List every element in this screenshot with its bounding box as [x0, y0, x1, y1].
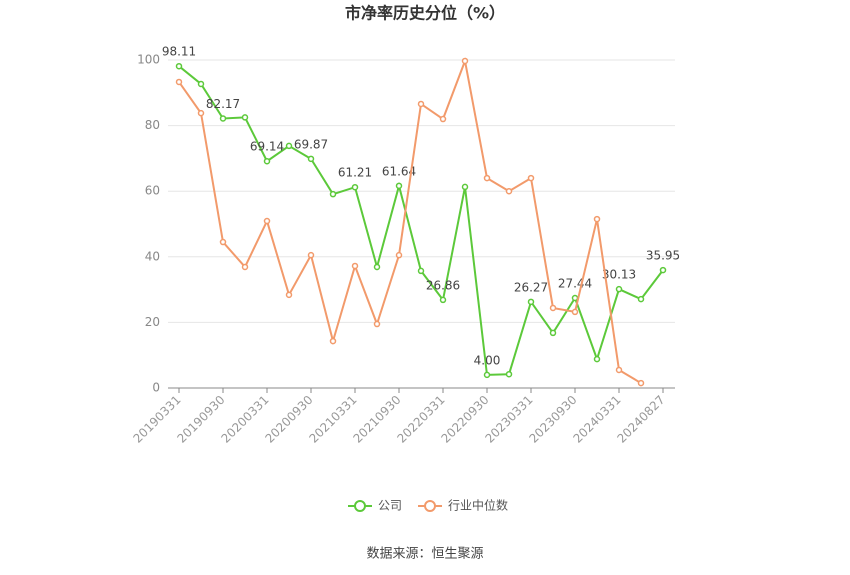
- point: [659, 266, 667, 274]
- point: [615, 285, 623, 293]
- point: [395, 251, 403, 259]
- point: [263, 157, 271, 165]
- data-label: 61.21: [338, 166, 372, 180]
- point: [285, 142, 293, 150]
- point: [571, 308, 579, 316]
- point: [417, 267, 425, 275]
- point: [219, 115, 227, 122]
- point: [637, 379, 645, 387]
- data-label: 82.17: [206, 97, 240, 111]
- point: [615, 366, 623, 374]
- point: [241, 114, 249, 121]
- source: 数据来源：恒生聚源: [366, 547, 483, 562]
- point: [373, 263, 381, 271]
- x-tick-label: 20240827: [615, 393, 668, 446]
- point: [637, 295, 645, 303]
- y-tick-label: 60: [145, 184, 160, 198]
- point: [329, 337, 337, 345]
- point: [219, 238, 227, 246]
- point: [329, 190, 337, 198]
- chart-title: 市净率历史分位（%）: [345, 4, 505, 23]
- data-label: 26.86: [426, 278, 460, 292]
- point: [351, 183, 359, 191]
- point: [593, 215, 601, 223]
- point: [175, 62, 183, 70]
- y-tick-label: 40: [145, 249, 160, 263]
- data-label: 69.87: [294, 137, 328, 151]
- series-line: [178, 65, 664, 376]
- point: [505, 370, 513, 378]
- legend-label: 公司: [378, 499, 402, 513]
- point: [307, 251, 315, 259]
- point: [417, 100, 425, 108]
- y-tick-label: 20: [145, 315, 160, 329]
- legend-label: 行业中位数: [448, 498, 508, 513]
- legend-marker: [424, 500, 437, 512]
- data-label: 69.14: [250, 140, 284, 154]
- y-tick-label: 100: [137, 53, 160, 67]
- data-label: 61.64: [382, 164, 416, 178]
- point: [373, 320, 381, 328]
- data-label: 27.44: [558, 276, 592, 290]
- data-label: 98.11: [162, 45, 196, 59]
- series-line: [178, 57, 642, 384]
- point: [285, 291, 293, 299]
- point: [395, 182, 403, 190]
- point: [439, 296, 447, 304]
- legend-marker: [354, 500, 366, 512]
- data-label: 30.13: [602, 268, 636, 282]
- point: [527, 298, 535, 306]
- point: [307, 155, 315, 163]
- point: [461, 183, 469, 191]
- y-tick-label: 0: [152, 381, 160, 395]
- data-label: 26.27: [514, 280, 548, 294]
- point: [439, 115, 447, 123]
- point: [461, 57, 469, 65]
- data-label: 4.00: [474, 353, 501, 367]
- point: [527, 174, 535, 182]
- point: [197, 80, 205, 88]
- point: [505, 187, 513, 195]
- point: [549, 329, 557, 337]
- point: [197, 109, 205, 117]
- point: [483, 174, 491, 182]
- point: [263, 217, 271, 225]
- y-tick-label: 80: [145, 118, 160, 132]
- point: [241, 263, 249, 271]
- point: [593, 355, 601, 363]
- point: [483, 371, 491, 379]
- point: [175, 78, 183, 86]
- point: [549, 304, 557, 312]
- point: [351, 262, 359, 270]
- point: [571, 294, 579, 302]
- data-label: 35.95: [646, 249, 680, 263]
